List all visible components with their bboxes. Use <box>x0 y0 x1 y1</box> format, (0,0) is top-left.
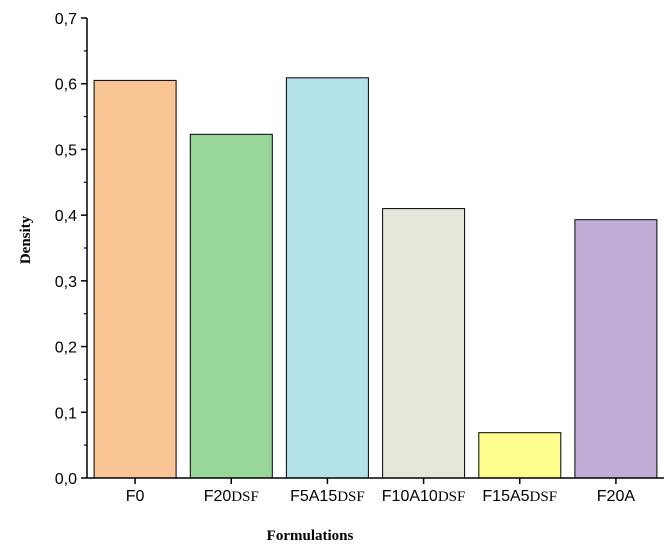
bar-5 <box>575 220 657 478</box>
y-tick-label: 0,0 <box>55 471 77 488</box>
x-tick-label-main: F20 <box>204 488 232 505</box>
x-tick-label-main: F5A15 <box>290 488 337 505</box>
bar-0 <box>94 80 176 478</box>
y-tick-label: 0,5 <box>55 142 77 159</box>
bar-1 <box>190 134 272 478</box>
bar-2 <box>286 78 368 478</box>
y-axis-title: Density <box>18 215 34 264</box>
y-tick-label: 0,6 <box>55 77 77 94</box>
bar-4 <box>479 433 561 478</box>
y-tick-label: 0,1 <box>55 405 77 422</box>
x-tick-label: F10A10DSF <box>382 488 466 505</box>
y-ticks-group: 0,0 0,1 0,2 0,3 0,4 0,5 0,6 0,7 <box>55 11 87 488</box>
x-ticks-group: F0 F20DSF F5A15DSF F10A10DSF F15A5DSF F20A <box>126 478 636 505</box>
x-tick-label-main: F0 <box>126 488 145 505</box>
x-tick-label-sub: DSF <box>337 489 365 505</box>
x-tick-label: F5A15DSF <box>290 488 365 505</box>
x-tick-label: F0 <box>126 488 145 505</box>
x-tick-label-sub: DSF <box>438 489 466 505</box>
x-tick-label-main: F10A10 <box>382 488 438 505</box>
y-tick-label: 0,3 <box>55 274 77 291</box>
x-tick-label-sub: DSF <box>231 489 259 505</box>
x-tick-label-sub: DSF <box>530 489 558 505</box>
x-tick-label: F15A5DSF <box>482 488 557 505</box>
y-tick-label: 0,2 <box>55 340 77 357</box>
x-tick-label-main: F20A <box>597 488 636 505</box>
x-axis-title: Formulations <box>267 528 354 544</box>
bar-3 <box>383 209 465 478</box>
x-tick-label: F20A <box>597 488 636 505</box>
x-tick-label-main: F15A5 <box>482 488 529 505</box>
y-tick-label: 0,7 <box>55 11 77 28</box>
x-tick-label: F20DSF <box>204 488 259 505</box>
y-tick-label: 0,4 <box>55 208 77 225</box>
bars-group <box>94 78 657 478</box>
